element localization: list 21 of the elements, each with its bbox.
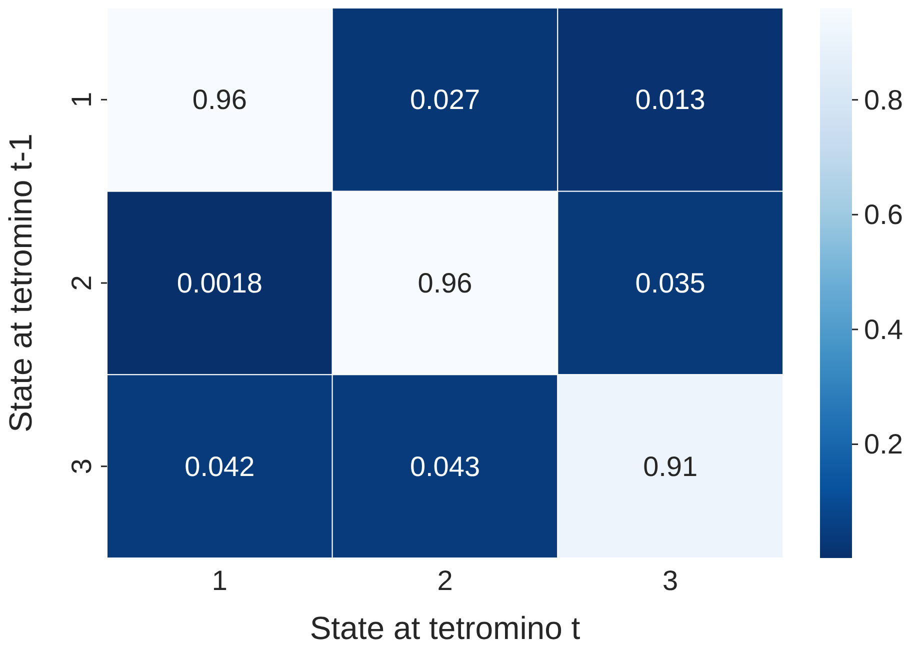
data-label: 0.96	[192, 84, 247, 116]
data-label: 0.0018	[176, 268, 262, 298]
color-bar-label: 0.4	[864, 314, 903, 345]
color-bar-label: 0.6	[864, 199, 903, 230]
color-bar-label: 0.2	[864, 428, 903, 460]
data-label: 0.91	[643, 450, 698, 482]
x-axis-title: State at tetromino t	[310, 610, 580, 646]
x-tick-label: 1	[212, 565, 228, 596]
data-label: 0.042	[184, 450, 255, 482]
x-tick-label: 2	[437, 565, 453, 596]
color-bar-label: 0.8	[864, 84, 903, 116]
data-label: 0.96	[418, 268, 472, 298]
y-tick-label: 3	[66, 458, 97, 474]
data-label: 0.043	[410, 450, 480, 482]
data-label: 0.013	[635, 84, 706, 116]
y-tick-label: 1	[66, 92, 97, 108]
data-label: 0.035	[635, 268, 706, 298]
y-axis-title: State at tetromino t-1	[2, 134, 38, 432]
y-tick-label: 2	[66, 275, 97, 291]
x-tick-label: 3	[662, 565, 678, 596]
data-label: 0.027	[410, 84, 480, 116]
